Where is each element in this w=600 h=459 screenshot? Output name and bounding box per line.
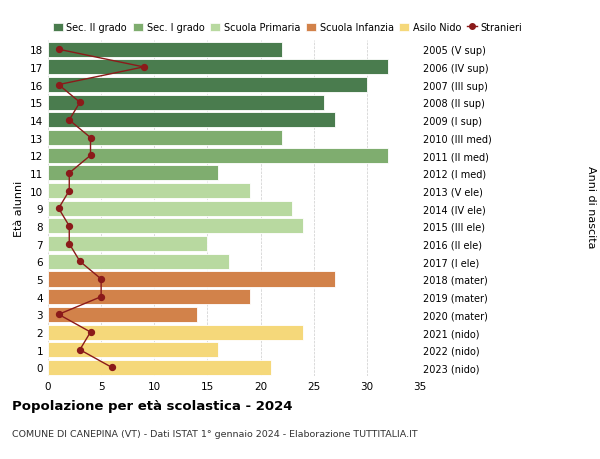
Bar <box>48 342 218 358</box>
Point <box>75 258 85 265</box>
Bar <box>48 237 208 252</box>
Point <box>75 346 85 353</box>
Bar <box>48 325 303 340</box>
Bar <box>48 95 325 111</box>
Bar <box>48 254 229 269</box>
Bar <box>48 113 335 128</box>
Bar <box>48 272 335 287</box>
Text: COMUNE DI CANEPINA (VT) - Dati ISTAT 1° gennaio 2024 - Elaborazione TUTTITALIA.I: COMUNE DI CANEPINA (VT) - Dati ISTAT 1° … <box>12 429 418 438</box>
Bar <box>48 60 388 75</box>
Point <box>64 170 74 177</box>
Bar <box>48 166 218 181</box>
Bar <box>48 307 197 322</box>
Point <box>97 276 106 283</box>
Point <box>54 46 64 54</box>
Point <box>54 205 64 213</box>
Point <box>97 293 106 301</box>
Y-axis label: Età alunni: Età alunni <box>14 181 25 237</box>
Bar <box>48 219 303 234</box>
Point <box>54 82 64 89</box>
Point <box>139 64 148 72</box>
Point <box>54 311 64 319</box>
Legend: Sec. II grado, Sec. I grado, Scuola Primaria, Scuola Infanzia, Asilo Nido, Stran: Sec. II grado, Sec. I grado, Scuola Prim… <box>53 23 523 33</box>
Bar <box>48 148 388 163</box>
Point <box>86 329 95 336</box>
Text: Popolazione per età scolastica - 2024: Popolazione per età scolastica - 2024 <box>12 399 293 412</box>
Point <box>64 223 74 230</box>
Text: Anni di nascita: Anni di nascita <box>586 165 596 248</box>
Point <box>64 188 74 195</box>
Bar <box>48 184 250 199</box>
Bar <box>48 202 292 216</box>
Bar <box>48 43 282 58</box>
Bar <box>48 78 367 93</box>
Bar <box>48 290 250 304</box>
Point <box>75 99 85 106</box>
Point <box>86 134 95 142</box>
Point <box>86 152 95 160</box>
Bar <box>48 360 271 375</box>
Point <box>64 117 74 124</box>
Point <box>64 241 74 248</box>
Bar <box>48 131 282 146</box>
Point <box>107 364 116 371</box>
